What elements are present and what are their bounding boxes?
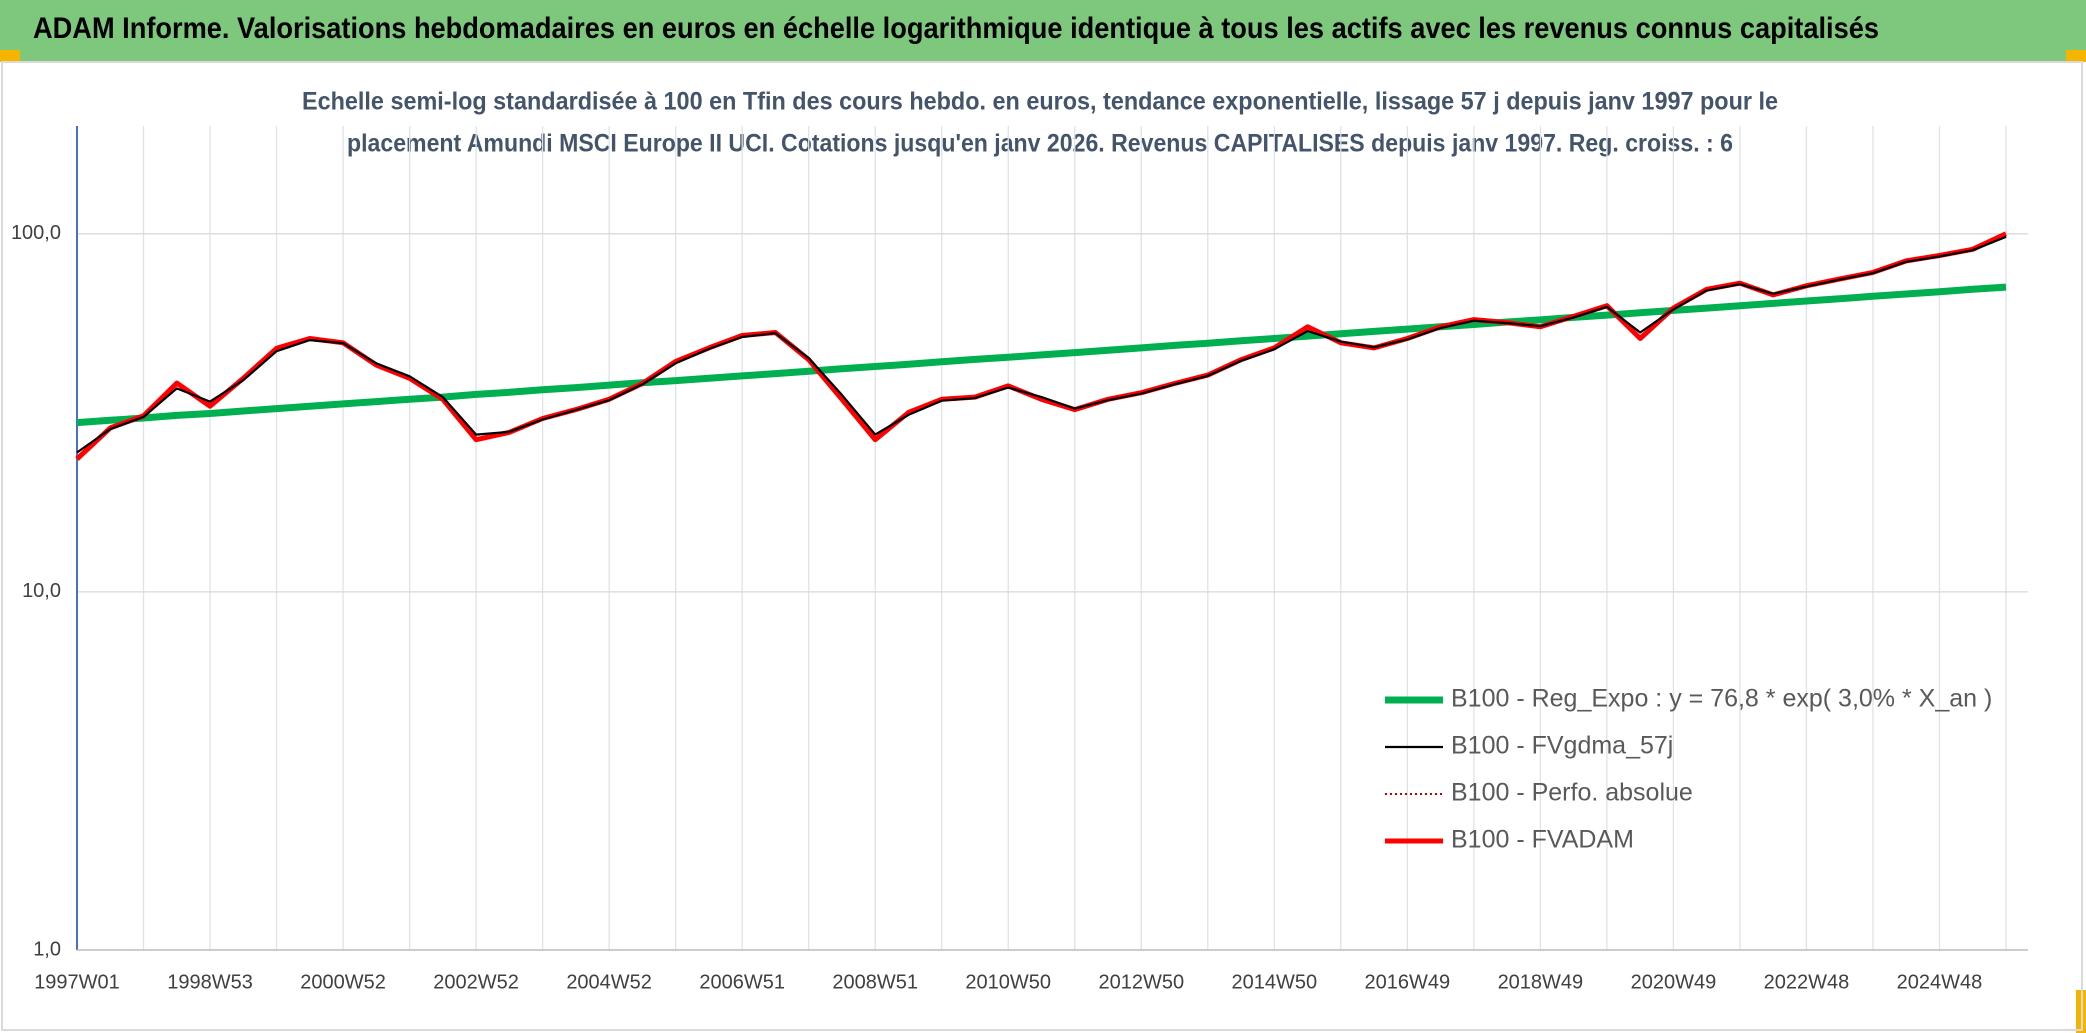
chart-subtitle: Echelle semi-log standardisée à 100 en T… <box>302 88 1778 116</box>
x-tick-label: 1998W53 <box>167 971 253 993</box>
x-tick-label: 2020W49 <box>1631 971 1717 993</box>
corner-marker <box>2066 50 2086 62</box>
series-line <box>76 235 2007 454</box>
chart-frame <box>1 61 2083 1031</box>
y-tick-label: 10,0 <box>22 580 61 602</box>
x-tick-label: 2008W51 <box>832 971 918 993</box>
plot-area: 1,0 10,0 100,0 1997W01 1998W53 2000W52 2002W52… <box>11 126 2028 993</box>
series-line <box>76 283 2007 427</box>
x-tick-label: 2012W50 <box>1098 971 1184 993</box>
legend-label: B100 - Reg_Expo : y = 76,8 * exp( 3,0% *… <box>1451 685 1992 713</box>
x-tick-label: 2004W52 <box>566 971 652 993</box>
x-tick-label: 2006W51 <box>699 971 785 993</box>
legend-label: B100 - FVgdma_57j <box>1451 732 1673 760</box>
legend-label: B100 - FVADAM <box>1451 826 1634 854</box>
x-tick-label: 2024W48 <box>1897 971 1983 993</box>
x-tick-label: 1997W01 <box>34 971 120 993</box>
legend-label: B100 - Perfo. absolue <box>1451 779 1693 807</box>
corner-marker <box>0 50 20 62</box>
x-tick-label: 2010W50 <box>965 971 1051 993</box>
x-tick-label: 2014W50 <box>1231 971 1317 993</box>
x-tick-label: 2002W52 <box>433 971 519 993</box>
chart-subtitle: placement Amundi MSCI Europe II UCI. Cot… <box>347 130 1733 158</box>
x-tick-label: 2022W48 <box>1764 971 1850 993</box>
y-tick-label: 1,0 <box>33 938 61 960</box>
y-tick-label: 100,0 <box>11 222 61 244</box>
x-tick-label: 2000W52 <box>300 971 386 993</box>
title-banner <box>0 0 2086 61</box>
x-tick-label: 2018W49 <box>1498 971 1584 993</box>
x-tick-label: 2016W49 <box>1365 971 1451 993</box>
chart-title: ADAM Informe. Valorisations hebdomadaire… <box>33 12 1879 45</box>
